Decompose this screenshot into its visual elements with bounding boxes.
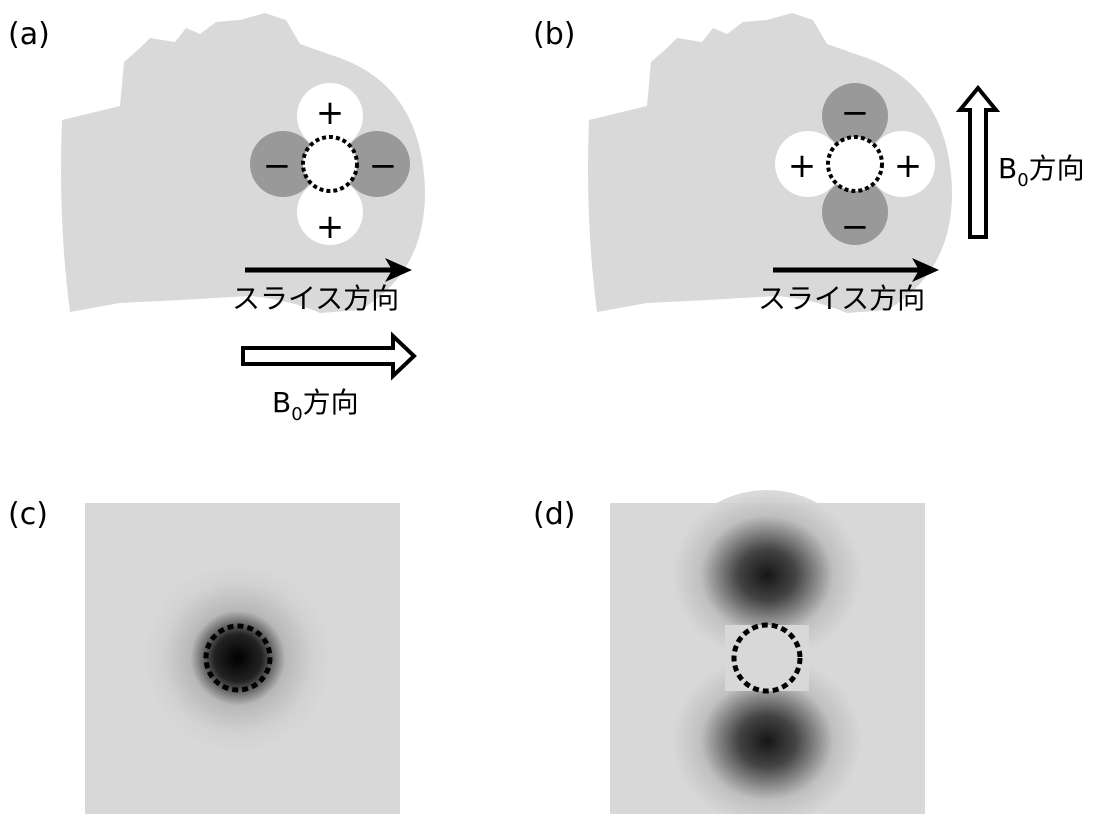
b0-base: B [272, 386, 291, 419]
sign: − [841, 207, 870, 247]
vessel [828, 137, 882, 191]
vessel [734, 625, 800, 691]
slice-label: スライス方向 [232, 282, 399, 315]
vessel [303, 137, 357, 191]
b0-label: B0方向 [272, 386, 359, 425]
panel-label: (d) [533, 497, 575, 532]
slice-label: スライス方向 [758, 282, 925, 315]
sign: + [894, 146, 923, 186]
b0-suffix: 方向 [1029, 152, 1085, 185]
panel-label: (b) [533, 17, 575, 52]
b0-arrow [243, 336, 414, 376]
panel-label: (a) [8, 17, 50, 52]
sign: − [369, 146, 398, 186]
page: {"panels": [ {"label": "(a)", "poles": {… [0, 0, 1110, 814]
b0-label: B0方向 [998, 152, 1085, 191]
field-shading [143, 563, 333, 753]
sign: − [263, 146, 292, 186]
sign: + [788, 146, 817, 186]
b0-sub: 0 [1017, 170, 1028, 191]
sign: + [316, 207, 345, 247]
panel-label: (c) [8, 497, 48, 532]
body: (a) + + − − スライス方向 B0方向 (b) − − + + スライス… [0, 0, 1110, 814]
sign: + [316, 93, 345, 133]
b0-suffix: 方向 [303, 386, 359, 419]
figure: (a) + + − − スライス方向 B0方向 (b) − − + + スライス… [0, 0, 1110, 814]
b0-sub: 0 [291, 404, 302, 425]
b0-base: B [998, 152, 1017, 185]
sign: − [841, 93, 870, 133]
b0-arrow [960, 88, 996, 237]
